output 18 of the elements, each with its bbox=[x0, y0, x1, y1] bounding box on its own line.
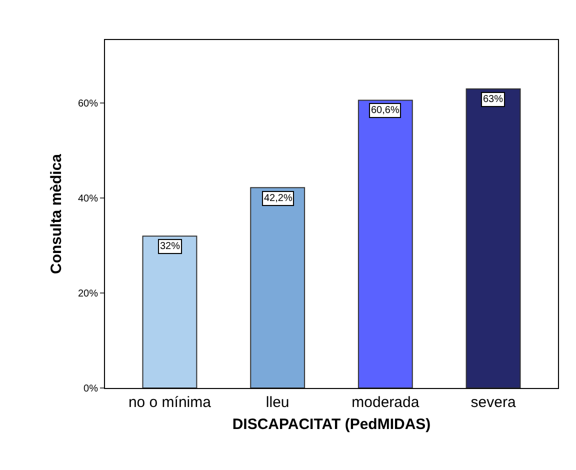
data-label: 63% bbox=[483, 94, 504, 105]
data-label: 42,2% bbox=[264, 193, 292, 204]
y-tick-label: 20% bbox=[78, 288, 98, 300]
x-tick-label: severa bbox=[470, 394, 516, 411]
x-tick-label: moderada bbox=[352, 394, 420, 411]
bar bbox=[142, 236, 198, 388]
y-axis-title: Consulta mèdica bbox=[48, 153, 66, 274]
y-tick-label: 60% bbox=[78, 98, 98, 110]
x-tick-label: lleu bbox=[266, 394, 290, 411]
y-tick-label: 40% bbox=[78, 194, 98, 205]
bar bbox=[250, 187, 306, 388]
data-label: 32% bbox=[160, 241, 180, 252]
x-axis-title: DISCAPACITAT (PedMIDAS) bbox=[232, 416, 431, 433]
x-tick-label: no o mínima bbox=[128, 394, 212, 411]
bar bbox=[466, 88, 521, 388]
y-tick-label: 0% bbox=[84, 384, 98, 394]
bar bbox=[358, 100, 413, 388]
data-label: 60,6% bbox=[371, 105, 400, 116]
